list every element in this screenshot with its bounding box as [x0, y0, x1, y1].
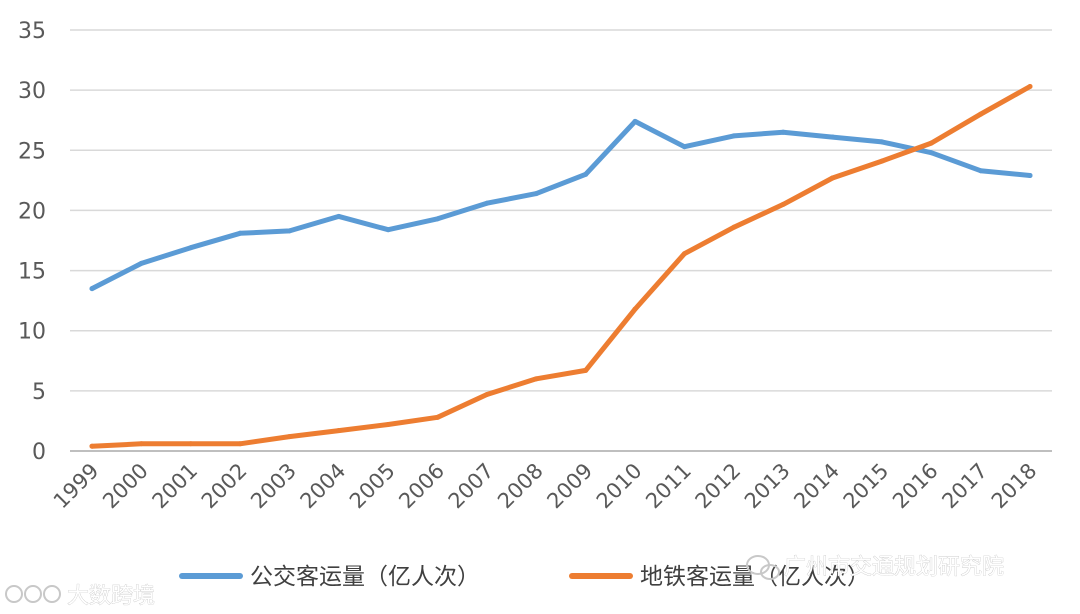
y-tick-label: 0 — [32, 440, 46, 465]
data-point — [1027, 84, 1033, 90]
data-point — [286, 434, 292, 440]
legend-label-bus: 公交客运量（亿人次） — [250, 564, 480, 590]
watermark-logo-icon — [5, 585, 61, 603]
watermark-right: 广州市交通规划研究院 — [746, 555, 1004, 580]
data-point — [237, 230, 243, 236]
watermark-right-text: 广州市交通规划研究院 — [784, 555, 1004, 580]
data-point — [681, 144, 687, 150]
data-point — [138, 260, 144, 266]
data-point — [681, 251, 687, 257]
x-tick-label: 2005 — [345, 459, 400, 514]
series-line-0 — [89, 118, 1033, 292]
y-tick-label: 15 — [18, 260, 46, 285]
y-tick-label: 30 — [18, 79, 46, 104]
data-point — [632, 306, 638, 312]
y-tick-label: 10 — [18, 320, 46, 345]
data-point — [484, 200, 490, 206]
data-point — [583, 171, 589, 177]
data-point — [435, 414, 441, 420]
x-axis-ticks: 1999200020012002200320042005200620072008… — [49, 459, 1042, 514]
data-point — [780, 201, 786, 207]
x-tick-label: 2015 — [839, 459, 894, 514]
data-point — [237, 441, 243, 447]
x-tick-label: 2013 — [740, 459, 795, 514]
data-point — [138, 441, 144, 447]
data-point — [978, 111, 984, 117]
data-point — [435, 216, 441, 222]
x-tick-label: 2004 — [296, 459, 351, 514]
data-point — [385, 227, 391, 233]
y-tick-label: 20 — [18, 199, 46, 224]
x-tick-label: 1999 — [49, 459, 104, 514]
watermark-left-text: 大数跨境 — [67, 584, 155, 609]
data-point — [879, 139, 885, 145]
data-point — [731, 133, 737, 139]
y-tick-label: 35 — [18, 19, 46, 44]
wechat-icon — [746, 555, 780, 580]
data-point — [484, 391, 490, 397]
x-tick-label: 2017 — [937, 459, 992, 514]
legend-label-metro: 地铁客运量（亿人次） — [640, 564, 870, 590]
grid-lines — [70, 29, 1052, 452]
data-point — [731, 224, 737, 230]
data-point — [632, 118, 638, 124]
x-tick-label: 2000 — [98, 459, 153, 514]
x-tick-label: 2003 — [246, 459, 301, 514]
series-lines — [89, 84, 1033, 449]
x-tick-label: 2008 — [493, 459, 548, 514]
data-point — [188, 245, 194, 251]
data-point — [583, 367, 589, 373]
x-tick-label: 2010 — [592, 459, 647, 514]
data-point — [830, 175, 836, 181]
data-point — [336, 428, 342, 434]
x-tick-label: 2009 — [542, 459, 597, 514]
x-tick-label: 2011 — [641, 459, 696, 514]
x-tick-label: 2001 — [148, 459, 203, 514]
y-tick-label: 5 — [32, 380, 46, 405]
y-axis-ticks: 0 5 10 15 20 25 30 35 — [18, 19, 46, 465]
x-tick-label: 2016 — [888, 459, 943, 514]
data-point — [830, 134, 836, 140]
watermark-left: 大数跨境 — [5, 584, 155, 609]
data-point — [928, 150, 934, 156]
y-tick-label: 25 — [18, 139, 46, 164]
data-point — [533, 191, 539, 197]
x-tick-label: 2007 — [444, 459, 499, 514]
data-point — [780, 129, 786, 135]
data-point — [385, 422, 391, 428]
data-point — [336, 213, 342, 219]
data-point — [89, 286, 95, 292]
data-point — [1027, 173, 1033, 179]
x-tick-label: 2006 — [394, 459, 449, 514]
data-point — [89, 443, 95, 449]
x-tick-label: 2002 — [197, 459, 252, 514]
legend: 公交客运量（亿人次） 地铁客运量（亿人次） — [179, 564, 870, 590]
series-line-1 — [89, 84, 1033, 449]
data-point — [928, 140, 934, 146]
data-point — [533, 376, 539, 382]
x-tick-label: 2012 — [691, 459, 746, 514]
x-tick-label: 2014 — [789, 459, 844, 514]
data-point — [286, 228, 292, 234]
data-point — [978, 168, 984, 174]
data-point — [188, 441, 194, 447]
x-tick-label: 2018 — [987, 459, 1042, 514]
data-point — [879, 158, 885, 164]
